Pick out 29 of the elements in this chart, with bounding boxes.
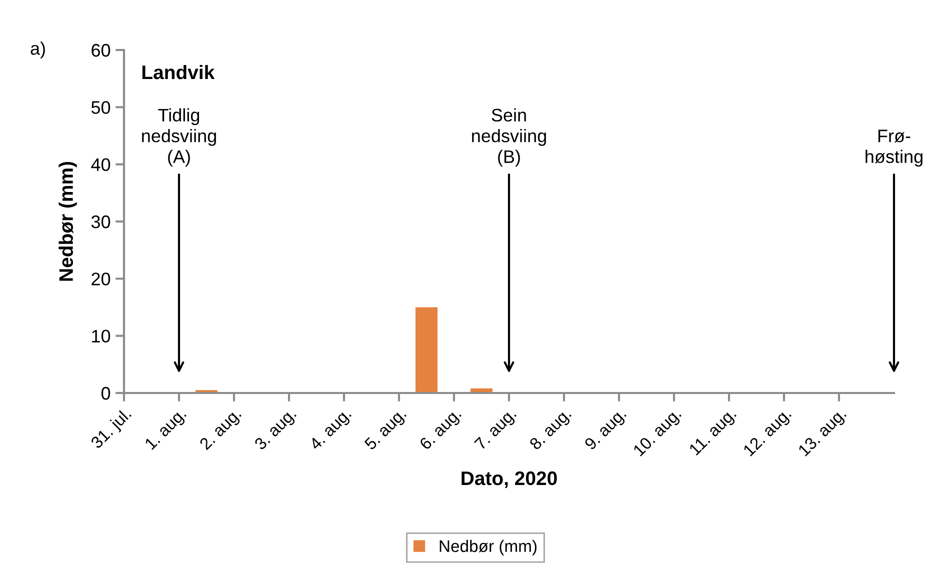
text: a) xyxy=(30,42,45,58)
y-tick-label: 20 xyxy=(92,272,110,286)
x-tick-label: 7. aug. xyxy=(474,408,519,453)
text: Landvik xyxy=(142,64,215,80)
legend-label: Nedbør (mm) xyxy=(440,540,537,556)
y-axis-title: Nedbør (mm) xyxy=(58,162,77,281)
x-tick-label: 13. aug. xyxy=(798,408,849,459)
y-tick-label: 40 xyxy=(91,158,110,172)
x-tick-label: 11. aug. xyxy=(688,408,739,458)
y-tick-label: 50 xyxy=(91,101,110,114)
x-tick-label: 9. aug. xyxy=(584,408,629,453)
y-tick-label: 0 xyxy=(101,386,110,400)
x-tick-label: 2. aug. xyxy=(198,408,244,453)
x-tick-label: 6. aug. xyxy=(418,408,464,453)
x-tick-label: 3. aug. xyxy=(254,408,299,453)
y-tick-label: 10 xyxy=(92,330,110,343)
annotation: Sein nedsviing (B) xyxy=(472,108,546,167)
x-axis-title: Dato, 2020 xyxy=(462,471,557,488)
y-tick-label: 60 xyxy=(92,44,110,57)
annotation: Tidlig nedsviing (A) xyxy=(142,108,216,167)
annotation: Frø- høsting xyxy=(866,130,922,167)
x-tick-label: 31. jul. xyxy=(90,407,134,452)
x-tick-label: 8. aug. xyxy=(528,408,574,453)
x-tick-label: 10. aug. xyxy=(632,408,684,459)
y-tick-label: 30 xyxy=(91,215,110,228)
x-tick-label: 5. aug. xyxy=(364,408,409,453)
x-tick-label: 1. aug. xyxy=(144,408,189,452)
x-tick-label: 4. aug. xyxy=(308,408,354,453)
x-tick-label: 12. aug. xyxy=(742,408,794,459)
